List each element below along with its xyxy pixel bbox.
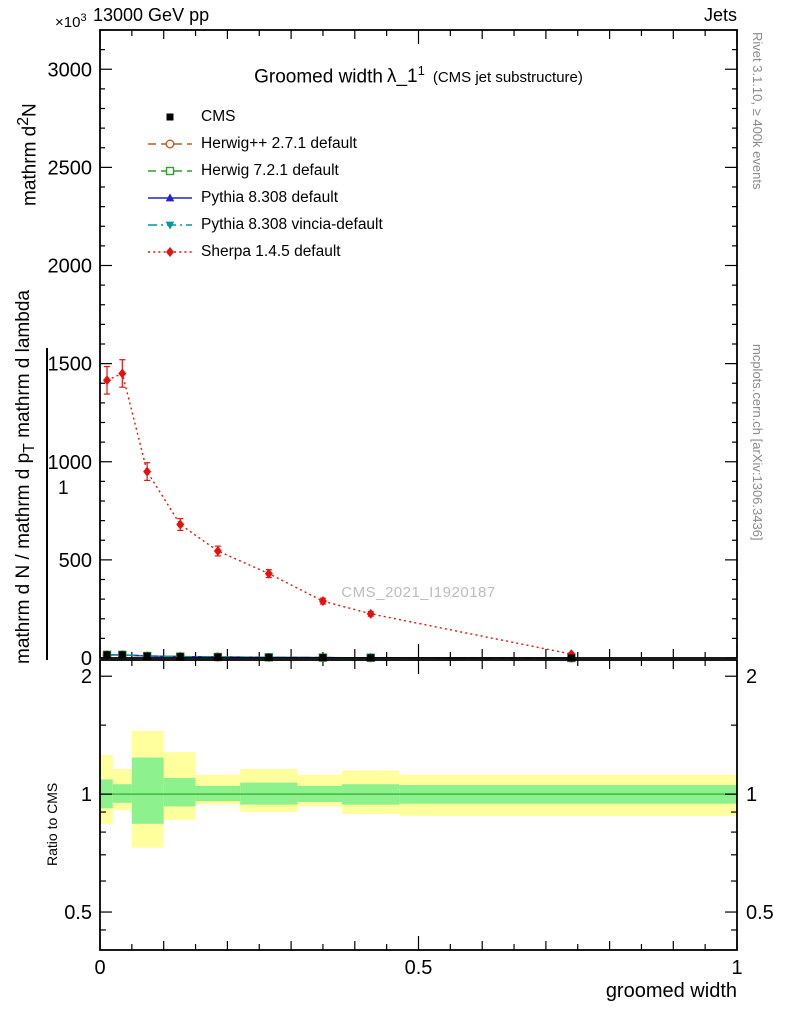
triangle-down-marker-icon [148, 221, 192, 230]
legend-item: Herwig 7.2.1 default [146, 157, 383, 184]
y-axis-label-denominator: mathrm d N / mathrm d pT mathrm d lambda [12, 206, 41, 664]
legend-label: Herwig 7.2.1 default [201, 161, 339, 179]
ratio-panel-frame [99, 659, 738, 951]
legend-label: Sherpa 1.4.5 default [201, 242, 341, 260]
ylabel-top-pre: mathrm d [19, 125, 41, 206]
mcplots-arxiv-note: mcplots.cern.ch [arXiv:1306.3436] [750, 344, 765, 541]
circle-open-marker-icon [148, 138, 192, 148]
ylabel-long-sub: T [20, 443, 38, 453]
exponent-base: ×10 [55, 14, 81, 31]
svg-text:0.5: 0.5 [405, 957, 433, 979]
svg-text:0: 0 [81, 648, 92, 670]
x-axis-title: groomed width [605, 980, 737, 1002]
plot-title: Groomed width λ_11 (CMS jet substructure) [100, 63, 737, 88]
diamond-marker-icon [148, 246, 192, 257]
analysis-group-label: Jets [703, 5, 737, 25]
title-note: (CMS jet substructure) [432, 69, 583, 87]
ylabel-top-sup: 2 [15, 116, 32, 126]
legend: CMS Herwig++ 2.7.1 default Herwig 7.2.1 de… [146, 103, 383, 265]
svg-text:500: 500 [59, 550, 92, 572]
svg-text:1: 1 [81, 784, 92, 806]
svg-text:2: 2 [81, 666, 92, 688]
svg-text:0.5: 0.5 [64, 902, 92, 924]
svg-text:3000: 3000 [48, 59, 93, 81]
ylabel-long-post: mathrm d lambda [13, 290, 34, 444]
svg-text:1: 1 [731, 957, 742, 979]
y-axis-label-numerator: mathrm d2N [12, 34, 41, 206]
rivet-version-note: Rivet 3.1.10, ≥ 400k events [750, 32, 765, 190]
y-axis-exponent: ×103 [55, 12, 87, 31]
ylabel-long-pre: mathrm d N / mathrm d p [13, 452, 34, 664]
legend-label: Herwig++ 2.7.1 default [201, 134, 357, 152]
data-series [102, 359, 576, 663]
main-panel-frame [99, 29, 738, 659]
legend-item: Pythia 8.308 default [146, 184, 383, 211]
title-lambda: λ_1 [386, 66, 418, 88]
exponent-power: 3 [80, 12, 87, 24]
svg-text:1500: 1500 [48, 354, 93, 376]
title-superscript: 1 [417, 63, 425, 78]
svg-text:1: 1 [746, 784, 757, 806]
legend-label: Pythia 8.308 default [201, 188, 339, 206]
ratio-bands [100, 730, 737, 848]
triangle-up-marker-icon [148, 192, 192, 201]
legend-label: Pythia 8.308 vincia-default [201, 215, 383, 233]
square-open-marker-icon [148, 166, 192, 175]
title-text: Groomed width [254, 66, 383, 88]
svg-text:2000: 2000 [48, 256, 93, 278]
svg-text:1000: 1000 [48, 452, 93, 474]
svg-text:0.5: 0.5 [746, 902, 774, 924]
watermark: CMS_2021_I1920187 [341, 584, 496, 601]
tick-labels: 0 500 1000 1500 2000 2500 3000 0 0.5 1 0.5 0.5 1 1 2 2 [48, 59, 774, 979]
legend-item: CMS [146, 103, 383, 130]
square-marker-icon [166, 113, 174, 120]
collision-energy-label: 13000 GeV pp [93, 5, 210, 25]
legend-item: Sherpa 1.4.5 default [146, 238, 383, 265]
legend-label: CMS [201, 107, 236, 125]
legend-item: Herwig++ 2.7.1 default [146, 130, 383, 157]
svg-text:2500: 2500 [48, 157, 93, 179]
y-axis-fraction-numerator: 1 [58, 478, 69, 499]
svg-text:0: 0 [94, 957, 105, 979]
svg-text:2: 2 [746, 666, 757, 688]
legend-item: Pythia 8.308 vincia-default [146, 211, 383, 238]
ratio-axis-label: Ratio to CMS [44, 782, 60, 866]
ylabel-top-post: N [19, 103, 41, 117]
y-axis-fraction-bar [46, 348, 48, 660]
